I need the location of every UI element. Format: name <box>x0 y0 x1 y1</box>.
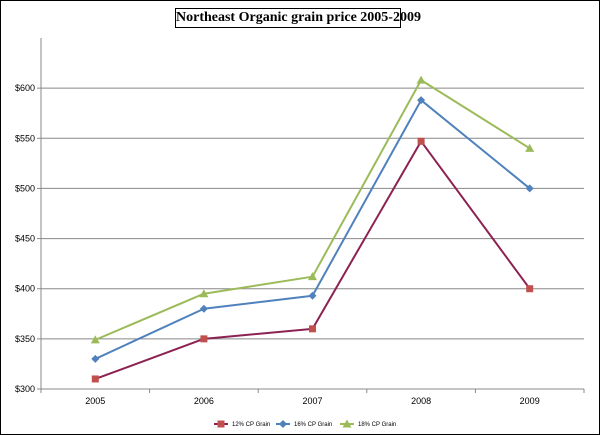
series-line-12-cp-grain <box>94 140 531 380</box>
data-point-18-cp-grain <box>525 143 535 152</box>
y-tick-label: $350 <box>15 334 35 344</box>
x-tick-label: 2005 <box>85 396 105 406</box>
data-point-18-cp-grain <box>308 272 317 281</box>
x-tick-label: 2008 <box>411 396 431 406</box>
data-point-18-cp-grain <box>199 289 209 298</box>
data-point-16-cp-grain <box>417 96 426 105</box>
data-point-16-cp-grain <box>308 291 317 300</box>
x-tick-label: 2006 <box>194 396 214 406</box>
legend-swatch-marker <box>217 420 225 428</box>
data-point-12-cp-grain <box>417 137 425 145</box>
y-tick-label: $300 <box>15 384 35 394</box>
data-point-18-cp-grain <box>416 75 426 84</box>
legend-swatch-marker <box>279 420 287 428</box>
data-point-12-cp-grain <box>526 285 534 293</box>
chart-title: Northeast Organic grain price 2005-2009 <box>175 8 421 28</box>
y-tick-label: $400 <box>15 284 35 294</box>
data-point-16-cp-grain <box>91 354 100 363</box>
x-tick-label: 2007 <box>302 396 322 406</box>
y-tick-label: $450 <box>15 234 35 244</box>
y-tick-label: $550 <box>15 133 35 143</box>
y-tick-label: $500 <box>15 183 35 193</box>
legend-swatch-marker <box>342 419 352 428</box>
legend-label: 16% CP Grain <box>294 422 332 428</box>
x-tick-label: 2009 <box>520 396 540 406</box>
series-line-18-cp-grain <box>94 79 531 341</box>
data-point-12-cp-grain <box>200 335 208 343</box>
series-line-16-cp-grain <box>94 99 531 360</box>
legend-label: 12% CP Grain <box>232 422 270 428</box>
data-point-16-cp-grain <box>525 184 534 193</box>
data-point-12-cp-grain <box>309 325 316 333</box>
data-point-12-cp-grain <box>91 375 99 383</box>
legend-label: 18% CP Grain <box>358 422 396 428</box>
data-point-18-cp-grain <box>90 335 100 344</box>
y-tick-label: $600 <box>15 83 35 93</box>
data-point-16-cp-grain <box>199 304 208 313</box>
